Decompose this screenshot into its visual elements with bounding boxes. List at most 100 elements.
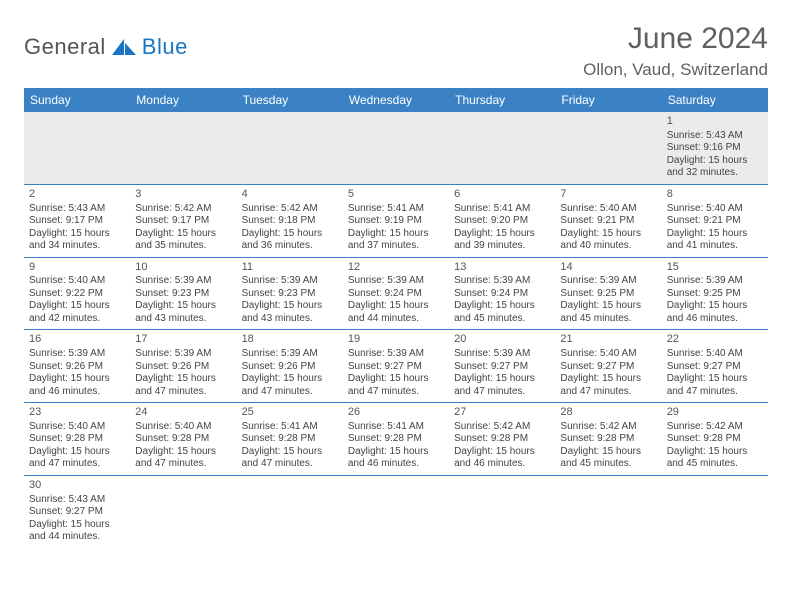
title-block: June 2024 Ollon, Vaud, Switzerland: [583, 22, 768, 80]
day-cell: [555, 475, 661, 547]
daylight1-text: Daylight: 15 hours: [454, 373, 550, 386]
sunrise-text: Sunrise: 5:39 AM: [667, 275, 763, 288]
daylight2-text: and 32 minutes.: [667, 167, 763, 180]
day-cell: 22Sunrise: 5:40 AMSunset: 9:27 PMDayligh…: [662, 330, 768, 403]
day-number: 30: [29, 479, 125, 493]
daylight2-text: and 47 minutes.: [560, 386, 656, 399]
sunrise-text: Sunrise: 5:40 AM: [560, 348, 656, 361]
day-header-row: Sunday Monday Tuesday Wednesday Thursday…: [24, 88, 768, 112]
daylight2-text: and 46 minutes.: [29, 386, 125, 399]
day-header: Friday: [555, 88, 661, 112]
sunrise-text: Sunrise: 5:40 AM: [667, 203, 763, 216]
daylight2-text: and 37 minutes.: [348, 240, 444, 253]
day-cell: [449, 112, 555, 184]
daylight2-text: and 44 minutes.: [29, 531, 125, 544]
sunrise-text: Sunrise: 5:39 AM: [454, 348, 550, 361]
sunset-text: Sunset: 9:28 PM: [454, 433, 550, 446]
day-cell: 10Sunrise: 5:39 AMSunset: 9:23 PMDayligh…: [130, 257, 236, 330]
day-cell: 11Sunrise: 5:39 AMSunset: 9:23 PMDayligh…: [237, 257, 343, 330]
sunrise-text: Sunrise: 5:43 AM: [29, 494, 125, 507]
daylight1-text: Daylight: 15 hours: [560, 446, 656, 459]
day-number: 19: [348, 333, 444, 347]
day-number: 12: [348, 261, 444, 275]
daylight2-text: and 47 minutes.: [454, 386, 550, 399]
day-cell: 16Sunrise: 5:39 AMSunset: 9:26 PMDayligh…: [24, 330, 130, 403]
daylight2-text: and 45 minutes.: [454, 313, 550, 326]
daylight1-text: Daylight: 15 hours: [242, 373, 338, 386]
daylight2-text: and 42 minutes.: [29, 313, 125, 326]
sunset-text: Sunset: 9:27 PM: [560, 361, 656, 374]
daylight2-text: and 34 minutes.: [29, 240, 125, 253]
day-cell: [24, 112, 130, 184]
day-number: 14: [560, 261, 656, 275]
sunrise-text: Sunrise: 5:39 AM: [348, 348, 444, 361]
day-cell: 18Sunrise: 5:39 AMSunset: 9:26 PMDayligh…: [237, 330, 343, 403]
day-cell: [343, 112, 449, 184]
daylight1-text: Daylight: 15 hours: [135, 300, 231, 313]
sunset-text: Sunset: 9:28 PM: [348, 433, 444, 446]
day-cell: 23Sunrise: 5:40 AMSunset: 9:28 PMDayligh…: [24, 403, 130, 476]
sunset-text: Sunset: 9:28 PM: [29, 433, 125, 446]
daylight1-text: Daylight: 15 hours: [242, 446, 338, 459]
day-number: 1: [667, 115, 763, 129]
daylight1-text: Daylight: 15 hours: [348, 300, 444, 313]
day-number: 18: [242, 333, 338, 347]
day-cell: 27Sunrise: 5:42 AMSunset: 9:28 PMDayligh…: [449, 403, 555, 476]
week-row: 23Sunrise: 5:40 AMSunset: 9:28 PMDayligh…: [24, 403, 768, 476]
sunrise-text: Sunrise: 5:39 AM: [242, 275, 338, 288]
daylight2-text: and 47 minutes.: [242, 458, 338, 471]
daylight2-text: and 47 minutes.: [667, 386, 763, 399]
daylight2-text: and 46 minutes.: [348, 458, 444, 471]
day-number: 8: [667, 188, 763, 202]
daylight2-text: and 35 minutes.: [135, 240, 231, 253]
sunrise-text: Sunrise: 5:40 AM: [29, 275, 125, 288]
sunset-text: Sunset: 9:24 PM: [348, 288, 444, 301]
sunset-text: Sunset: 9:24 PM: [454, 288, 550, 301]
day-cell: [343, 475, 449, 547]
daylight2-text: and 47 minutes.: [135, 386, 231, 399]
calendar-table: Sunday Monday Tuesday Wednesday Thursday…: [24, 88, 768, 548]
daylight2-text: and 47 minutes.: [242, 386, 338, 399]
day-cell: 2Sunrise: 5:43 AMSunset: 9:17 PMDaylight…: [24, 184, 130, 257]
sunset-text: Sunset: 9:25 PM: [667, 288, 763, 301]
week-row: 2Sunrise: 5:43 AMSunset: 9:17 PMDaylight…: [24, 184, 768, 257]
sunrise-text: Sunrise: 5:43 AM: [29, 203, 125, 216]
daylight1-text: Daylight: 15 hours: [454, 300, 550, 313]
day-header: Tuesday: [237, 88, 343, 112]
day-cell: 7Sunrise: 5:40 AMSunset: 9:21 PMDaylight…: [555, 184, 661, 257]
day-number: 17: [135, 333, 231, 347]
sunset-text: Sunset: 9:28 PM: [667, 433, 763, 446]
day-cell: [130, 112, 236, 184]
daylight2-text: and 45 minutes.: [560, 458, 656, 471]
daylight1-text: Daylight: 15 hours: [135, 446, 231, 459]
sunrise-text: Sunrise: 5:39 AM: [135, 348, 231, 361]
sunrise-text: Sunrise: 5:41 AM: [348, 421, 444, 434]
day-header: Thursday: [449, 88, 555, 112]
sunrise-text: Sunrise: 5:41 AM: [348, 203, 444, 216]
sunrise-text: Sunrise: 5:39 AM: [242, 348, 338, 361]
day-cell: 30Sunrise: 5:43 AMSunset: 9:27 PMDayligh…: [24, 475, 130, 547]
daylight1-text: Daylight: 15 hours: [29, 446, 125, 459]
sunset-text: Sunset: 9:22 PM: [29, 288, 125, 301]
week-row: 9Sunrise: 5:40 AMSunset: 9:22 PM Daylight…: [24, 257, 768, 330]
sunrise-text: Sunrise: 5:39 AM: [135, 275, 231, 288]
day-cell: 5Sunrise: 5:41 AMSunset: 9:19 PMDaylight…: [343, 184, 449, 257]
day-number: 9: [29, 261, 125, 275]
daylight1-text: Daylight: 15 hours: [29, 373, 125, 386]
daylight2-text: and 43 minutes.: [135, 313, 231, 326]
day-cell: 15Sunrise: 5:39 AMSunset: 9:25 PMDayligh…: [662, 257, 768, 330]
sunrise-text: Sunrise: 5:41 AM: [454, 203, 550, 216]
day-cell: 4Sunrise: 5:42 AMSunset: 9:18 PMDaylight…: [237, 184, 343, 257]
daylight2-text: and 47 minutes.: [135, 458, 231, 471]
day-cell: 13Sunrise: 5:39 AMSunset: 9:24 PMDayligh…: [449, 257, 555, 330]
daylight1-text: Daylight: 15 hours: [135, 228, 231, 241]
sunset-text: Sunset: 9:21 PM: [560, 215, 656, 228]
daylight1-text: Daylight: 15 hours: [242, 228, 338, 241]
day-header: Saturday: [662, 88, 768, 112]
sunset-text: Sunset: 9:18 PM: [242, 215, 338, 228]
day-cell: 1Sunrise: 5:43 AMSunset: 9:16 PMDaylight…: [662, 112, 768, 184]
sunset-text: Sunset: 9:26 PM: [29, 361, 125, 374]
daylight1-text: Daylight: 15 hours: [560, 373, 656, 386]
sunset-text: Sunset: 9:28 PM: [135, 433, 231, 446]
month-title: June 2024: [583, 22, 768, 56]
